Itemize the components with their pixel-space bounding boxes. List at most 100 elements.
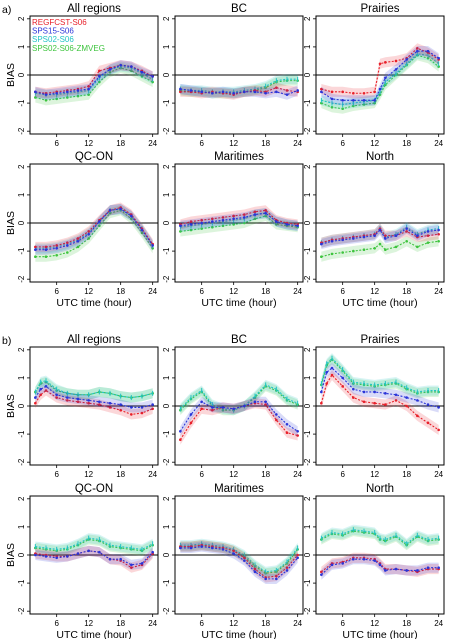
y-tick-label: 1 [303, 44, 312, 49]
y-tick-label: 2 [162, 347, 171, 352]
band-sps15-s06 [35, 381, 153, 413]
point-sps15-s06 [66, 396, 69, 399]
point-regfcst-s06 [55, 244, 58, 247]
point-sps15-s06 [384, 237, 387, 240]
point-sps15-s06 [44, 93, 48, 96]
point-sps15-s06 [362, 235, 366, 239]
point-regfcst-s06 [87, 401, 90, 405]
y-tick-label: 0 [17, 403, 26, 408]
plot-area [179, 538, 299, 584]
point-sps15-s06 [39, 387, 42, 391]
point-sps15-s06 [87, 549, 90, 553]
point-sps15-s06 [179, 87, 182, 91]
point-regfcst-s06 [108, 406, 112, 409]
x-tick-label: 24 [293, 139, 302, 148]
point-sps15-s06 [179, 224, 182, 228]
point-regfcst-s06 [200, 407, 203, 411]
point-sps02-s06-zmveg [373, 246, 376, 250]
point-regfcst-s06 [320, 87, 323, 91]
band-sps02-s06-zmveg [35, 534, 153, 556]
point-sps15-s06 [76, 552, 80, 555]
point-regfcst-s06 [384, 61, 387, 64]
point-regfcst-s06 [253, 210, 257, 214]
point-regfcst-s06 [320, 401, 323, 405]
y-tick-label: -1 [17, 579, 26, 587]
series-line-sps15-s06 [179, 401, 298, 432]
band-sps15-s06 [35, 203, 153, 255]
point-sps02-s06-zmveg [55, 97, 58, 101]
point-sps02-s06-zmveg [76, 245, 80, 249]
series-line-sps02-s06 [35, 208, 154, 249]
point-sps15-s06 [405, 569, 408, 572]
point-sps15-s06 [119, 63, 122, 67]
point-sps15-s06 [87, 399, 90, 402]
point-regfcst-s06 [264, 403, 267, 406]
x-tick-label: 18 [261, 619, 270, 628]
point-sps15-s06 [378, 228, 382, 232]
y-tick-label: 2 [17, 164, 26, 169]
point-sps15-s06 [384, 569, 387, 572]
y-tick-label: 0 [303, 403, 312, 408]
series-line-sps02-s06 [179, 384, 298, 411]
point-sps02-s06-zmveg [108, 211, 112, 215]
x-tick-label: 12 [370, 287, 379, 296]
point-sps15-s06 [130, 406, 133, 409]
legend-entry: SPS15-S06 [32, 27, 74, 36]
series-line-sps02-s06 [35, 537, 153, 550]
panel-title: North [366, 151, 394, 163]
point-sps15-s06 [243, 90, 246, 94]
point-sps15-s06 [320, 573, 323, 576]
point-sps15-s06 [211, 220, 214, 223]
point-sps15-s06 [264, 211, 267, 215]
y-tick-label: 2 [303, 16, 312, 21]
x-tick-label: 12 [84, 139, 93, 148]
point-sps15-s06 [416, 399, 419, 402]
series-line-regfcst-s06 [180, 209, 298, 225]
x-tick-label: 18 [116, 287, 125, 296]
y-tick-label: 1 [17, 192, 26, 197]
point-regfcst-s06 [98, 69, 101, 73]
y-tick-label: 1 [303, 375, 312, 380]
x-tick-label: 12 [84, 470, 93, 479]
point-sps15-s06 [34, 90, 37, 94]
point-sps02-s06-zmveg [98, 80, 101, 84]
point-sps02-s06-zmveg [378, 93, 382, 96]
point-sps15-s06 [151, 403, 154, 406]
point-regfcst-s06 [87, 84, 90, 88]
point-sps15-s06 [296, 556, 299, 560]
panel-title: All regions [67, 334, 121, 346]
y-tick-label: -1 [162, 247, 171, 255]
y-tick-label: -1 [17, 430, 26, 438]
band-sps02-s06-zmveg [35, 205, 153, 262]
x-tick-label: 18 [261, 139, 270, 148]
point-sps15-s06 [130, 563, 133, 567]
y-tick-label: -2 [303, 458, 312, 466]
point-sps15-s06 [243, 216, 246, 219]
plot-area [320, 222, 440, 262]
point-sps15-s06 [232, 217, 235, 221]
point-regfcst-s06 [320, 570, 323, 574]
panel-title: Prairies [361, 3, 400, 15]
y-tick-label: -1 [303, 579, 312, 587]
point-sps15-s06 [34, 553, 37, 557]
band-sps02-s06 [35, 375, 153, 403]
x-tick-label: 24 [293, 470, 302, 479]
y-tick-label: -2 [303, 275, 312, 283]
point-sps15-s06 [296, 429, 299, 433]
point-sps15-s06 [341, 98, 344, 102]
point-sps02-s06-zmveg [189, 228, 193, 232]
point-sps02-s06-zmveg [55, 254, 58, 257]
panel-title: BC [231, 3, 247, 15]
point-regfcst-s06 [275, 86, 278, 89]
y-tick-label: 0 [17, 220, 26, 225]
point-sps15-s06 [384, 392, 387, 395]
y-tick-label: 2 [17, 496, 26, 501]
point-sps02-s06-zmveg [275, 223, 278, 226]
x-tick-label: 18 [261, 287, 270, 296]
point-sps02-s06-zmveg [426, 241, 430, 244]
point-regfcst-s06 [264, 209, 267, 212]
band-sps02-s06 [321, 48, 439, 110]
point-sps15-s06 [426, 403, 430, 406]
x-tick-label: 12 [229, 470, 238, 479]
